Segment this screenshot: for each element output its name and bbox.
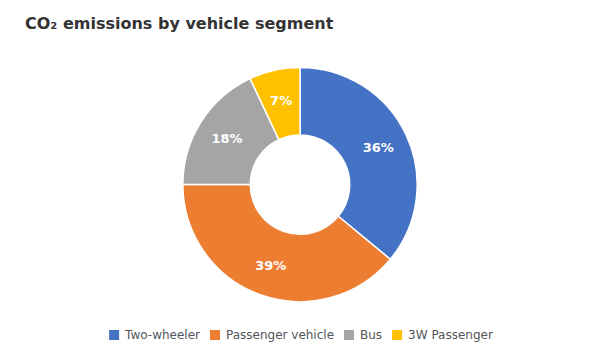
svg-text:3W Passenger: 3W Passenger bbox=[408, 328, 493, 342]
svg-text:Two-wheeler: Two-wheeler bbox=[124, 328, 200, 342]
svg-text:7%: 7% bbox=[270, 93, 292, 108]
svg-text:36%: 36% bbox=[363, 140, 394, 155]
svg-text:CO₂ emissions by vehicle segme: CO₂ emissions by vehicle segment bbox=[25, 14, 334, 33]
svg-text:Bus: Bus bbox=[360, 328, 382, 342]
svg-text:Passenger vehicle: Passenger vehicle bbox=[226, 328, 334, 342]
svg-text:18%: 18% bbox=[211, 131, 242, 146]
svg-text:39%: 39% bbox=[255, 258, 286, 273]
